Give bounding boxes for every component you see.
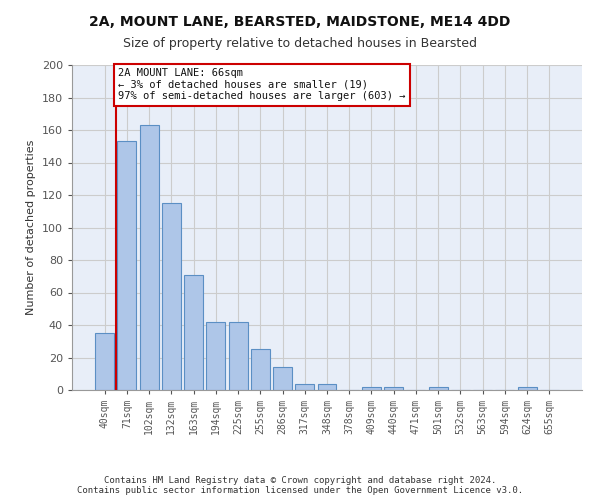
Text: Size of property relative to detached houses in Bearsted: Size of property relative to detached ho…: [123, 38, 477, 51]
Bar: [206, 322, 225, 390]
Text: Contains HM Land Registry data © Crown copyright and database right 2024.
Contai: Contains HM Land Registry data © Crown c…: [77, 476, 523, 495]
Bar: [317, 384, 337, 390]
Bar: [273, 367, 292, 390]
Bar: [118, 142, 136, 390]
Y-axis label: Number of detached properties: Number of detached properties: [26, 140, 36, 315]
Bar: [429, 387, 448, 390]
Bar: [184, 274, 203, 390]
Bar: [518, 387, 536, 390]
Bar: [95, 333, 114, 390]
Bar: [384, 387, 403, 390]
Text: 2A, MOUNT LANE, BEARSTED, MAIDSTONE, ME14 4DD: 2A, MOUNT LANE, BEARSTED, MAIDSTONE, ME1…: [89, 15, 511, 29]
Bar: [140, 125, 158, 390]
Bar: [162, 203, 181, 390]
Bar: [362, 387, 381, 390]
Bar: [295, 384, 314, 390]
Bar: [229, 322, 248, 390]
Bar: [251, 350, 270, 390]
Text: 2A MOUNT LANE: 66sqm
← 3% of detached houses are smaller (19)
97% of semi-detach: 2A MOUNT LANE: 66sqm ← 3% of detached ho…: [118, 68, 406, 102]
